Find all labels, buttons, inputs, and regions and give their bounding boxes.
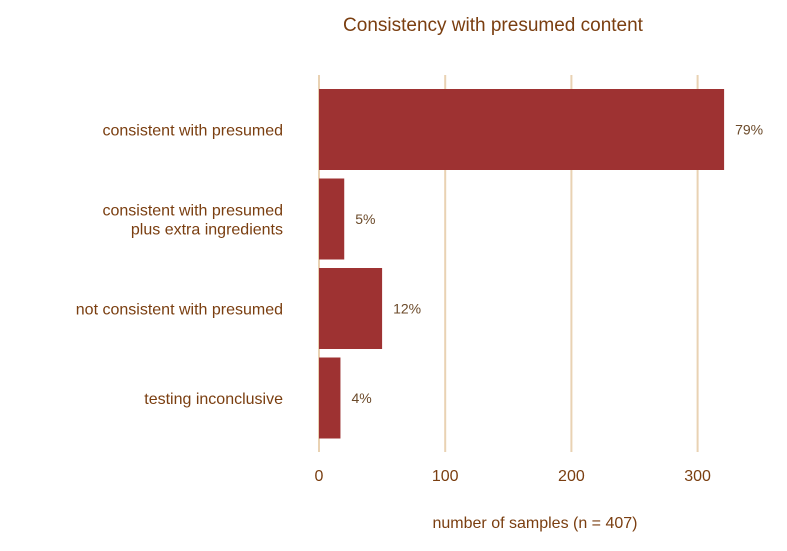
chart-title: Consistency with presumed content: [343, 15, 644, 36]
category-label: not consistent with presumed: [76, 302, 283, 319]
bar: [319, 178, 345, 260]
data-label: 12%: [393, 301, 421, 317]
x-tick-label: 300: [684, 468, 711, 485]
data-labels: 79% 5% 12% 4%: [351, 122, 763, 407]
data-label: 4%: [351, 390, 371, 406]
bar: [319, 268, 383, 349]
bar: [319, 357, 341, 439]
x-axis-label: number of samples (n = 407): [433, 515, 638, 532]
bar: [319, 89, 725, 170]
category-label-line: not consistent with presumed: [76, 302, 283, 319]
category-label-line: testing inconclusive: [144, 391, 283, 408]
category-label-line: plus extra ingredients: [131, 222, 283, 239]
category-label-line: consistent with presumed: [102, 203, 283, 220]
category-label-line: consistent with presumed: [102, 123, 283, 140]
category-label: consistent with presumed plus extra ingre…: [102, 203, 283, 239]
data-label: 5%: [355, 211, 375, 227]
category-label: testing inconclusive: [144, 391, 283, 408]
category-label: consistent with presumed: [102, 123, 283, 140]
x-tick-labels: 0 100 200 300: [315, 468, 711, 485]
bars: [319, 89, 725, 439]
x-tick-label: 0: [315, 468, 324, 485]
x-tick-label: 100: [432, 468, 459, 485]
data-label: 79%: [735, 122, 763, 138]
x-tick-label: 200: [558, 468, 585, 485]
